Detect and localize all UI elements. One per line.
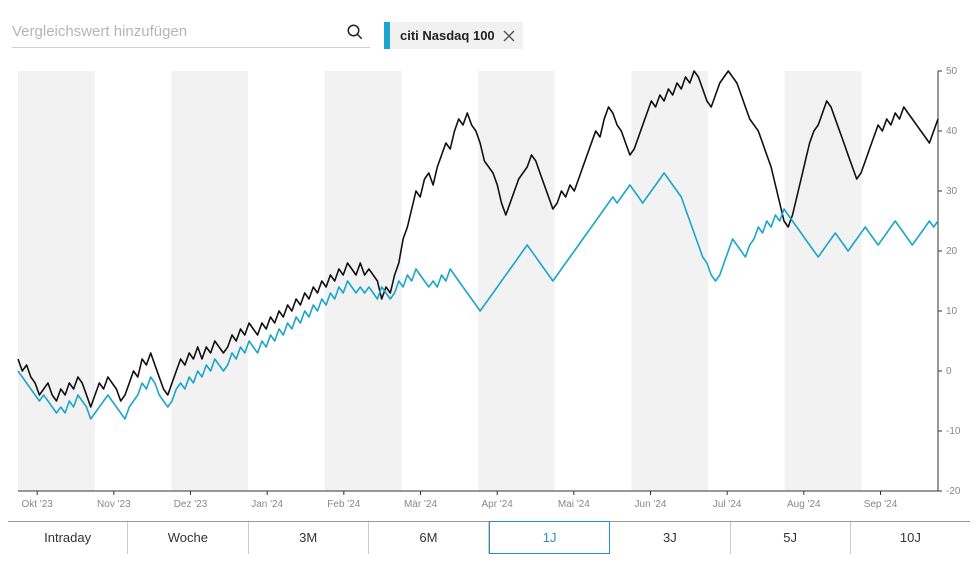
timeframe-intraday[interactable]: Intraday <box>8 522 128 554</box>
timeframe-1j[interactable]: 1J <box>489 521 610 554</box>
timeframe-3m[interactable]: 3M <box>249 522 369 554</box>
svg-text:Jan '24: Jan '24 <box>251 499 283 510</box>
timeframe-5j[interactable]: 5J <box>731 522 851 554</box>
svg-text:10: 10 <box>946 306 958 317</box>
comparison-chip: citi Nasdaq 100 <box>384 22 523 49</box>
timeframe-10j[interactable]: 10J <box>851 522 970 554</box>
search-icon[interactable] <box>346 23 364 41</box>
svg-text:Jul '24: Jul '24 <box>713 499 742 510</box>
svg-text:30: 30 <box>946 186 958 197</box>
timeframe-woche[interactable]: Woche <box>128 522 248 554</box>
svg-text:-20: -20 <box>946 486 961 497</box>
svg-text:20: 20 <box>946 246 958 257</box>
svg-text:Nov '23: Nov '23 <box>97 499 131 510</box>
svg-text:Mai '24: Mai '24 <box>558 499 590 510</box>
svg-text:Apr '24: Apr '24 <box>481 499 513 510</box>
search-field-wrap <box>12 23 370 48</box>
svg-text:0: 0 <box>946 366 952 377</box>
close-icon[interactable] <box>503 30 515 42</box>
svg-text:Mär '24: Mär '24 <box>404 499 437 510</box>
svg-text:Jun '24: Jun '24 <box>635 499 667 510</box>
svg-text:50: 50 <box>946 66 958 77</box>
svg-text:Okt '23: Okt '23 <box>21 499 53 510</box>
timeframe-3j[interactable]: 3J <box>610 522 730 554</box>
svg-text:Dez '23: Dez '23 <box>174 499 208 510</box>
svg-text:Sep '24: Sep '24 <box>864 499 898 510</box>
svg-text:Aug '24: Aug '24 <box>787 499 821 510</box>
comparison-chip-label: citi Nasdaq 100 <box>400 28 495 43</box>
timeframe-6m[interactable]: 6M <box>369 522 489 554</box>
comparison-search-input[interactable] <box>12 23 332 40</box>
price-chart: -20 -10 0 10 20 30 40 50 Okt '23 Nov '23 Dez '23 Ja… <box>8 61 968 521</box>
svg-text:40: 40 <box>946 126 958 137</box>
timeframe-selector: IntradayWoche3M6M1J3J5J10J <box>8 521 970 554</box>
svg-text:-10: -10 <box>946 426 961 437</box>
svg-text:Feb '24: Feb '24 <box>327 499 360 510</box>
